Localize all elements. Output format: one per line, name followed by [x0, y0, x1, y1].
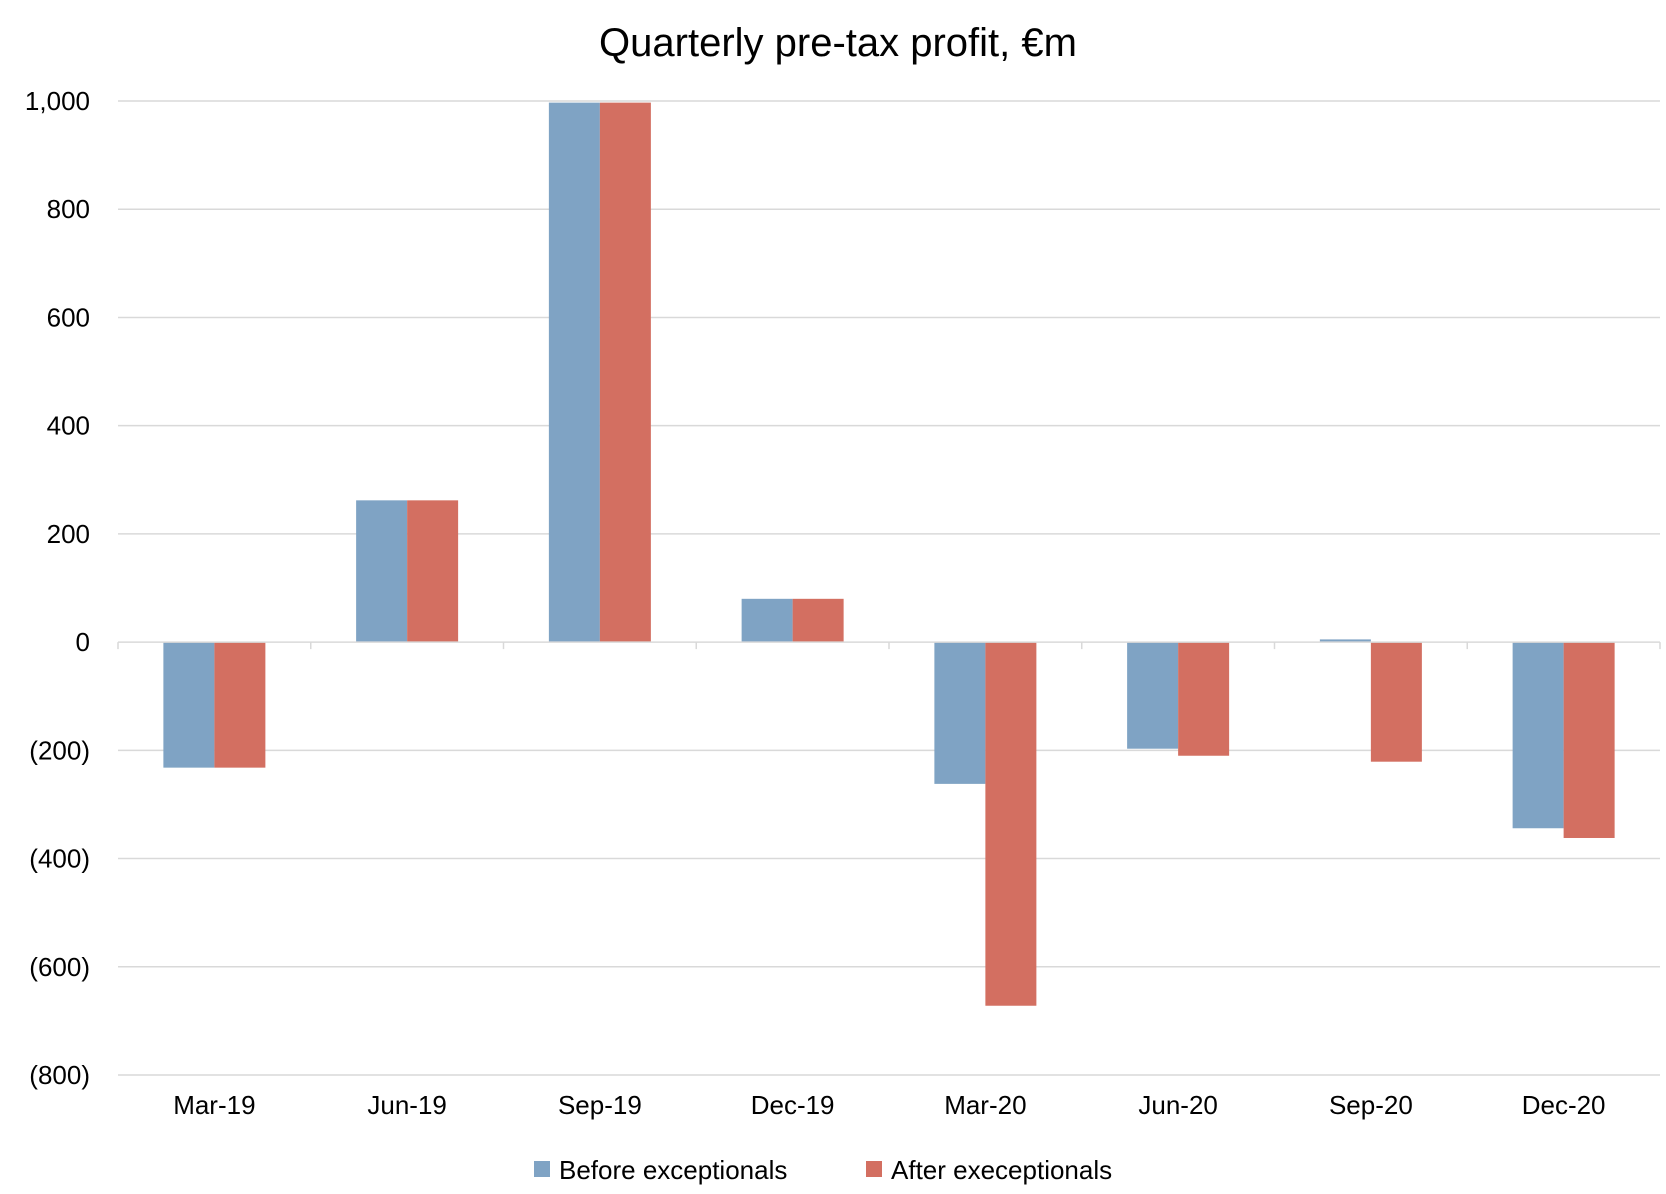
- bar-after-sep-20: [1370, 642, 1422, 762]
- bar-before-mar-20: [934, 642, 986, 784]
- bar-before-sep-19: [548, 102, 600, 643]
- x-axis: [117, 641, 1661, 650]
- chart-title: Quarterly pre-tax profit, €m: [599, 21, 1077, 65]
- legend-label: After execeptionals: [891, 1155, 1112, 1185]
- y-tick-label: 600: [47, 302, 90, 332]
- bar-before-dec-20: [1512, 642, 1564, 829]
- x-tick-label: Dec-20: [1522, 1090, 1606, 1120]
- bar-before-jun-20: [1127, 642, 1179, 749]
- bar-before-mar-19: [163, 642, 215, 768]
- y-tick-label: (400): [29, 844, 90, 874]
- legend-swatch: [534, 1161, 550, 1177]
- x-tick-label: Sep-19: [558, 1090, 642, 1120]
- bar-before-sep-20: [1319, 639, 1371, 643]
- x-tick-label: Mar-19: [173, 1090, 255, 1120]
- y-tick-label: 800: [47, 194, 90, 224]
- bar-after-jun-19: [407, 500, 459, 643]
- x-tick-label: Dec-19: [751, 1090, 835, 1120]
- legend: Before exceptionals After execeptionals: [534, 1155, 1112, 1185]
- legend-item-before: Before exceptionals: [534, 1155, 787, 1185]
- x-tick-label: Jun-20: [1138, 1090, 1218, 1120]
- x-tick-label: Sep-20: [1329, 1090, 1413, 1120]
- bar-after-dec-20: [1563, 642, 1615, 838]
- legend-label: Before exceptionals: [559, 1155, 787, 1185]
- gridlines: [118, 100, 1660, 1076]
- y-axis-ticks: 1,000 800 600 400 200 0 (200) (400) (600) (800): [25, 86, 90, 1090]
- legend-item-after: After execeptionals: [866, 1155, 1112, 1185]
- bar-after-mar-20: [985, 642, 1037, 1006]
- bar-after-dec-19: [792, 598, 844, 643]
- y-tick-label: (200): [29, 735, 90, 765]
- bar-after-jun-20: [1178, 642, 1230, 756]
- y-tick-label: 200: [47, 519, 90, 549]
- x-axis-ticks: Mar-19 Jun-19 Sep-19 Dec-19 Mar-20 Jun-20 Sep-…: [173, 1090, 1605, 1120]
- y-tick-label: (600): [29, 952, 90, 982]
- x-tick-label: Jun-19: [367, 1090, 447, 1120]
- y-tick-label: 1,000: [25, 86, 90, 116]
- bar-after-mar-19: [214, 642, 266, 768]
- bar-before-dec-19: [741, 598, 793, 643]
- bar-after-sep-19: [599, 102, 651, 643]
- y-tick-label: 0: [76, 627, 90, 657]
- x-tick-label: Mar-20: [944, 1090, 1026, 1120]
- legend-swatch: [866, 1161, 882, 1177]
- bar-before-jun-19: [356, 500, 408, 643]
- bars: [163, 102, 1615, 1006]
- y-tick-label: (800): [29, 1060, 90, 1090]
- y-tick-label: 400: [47, 411, 90, 441]
